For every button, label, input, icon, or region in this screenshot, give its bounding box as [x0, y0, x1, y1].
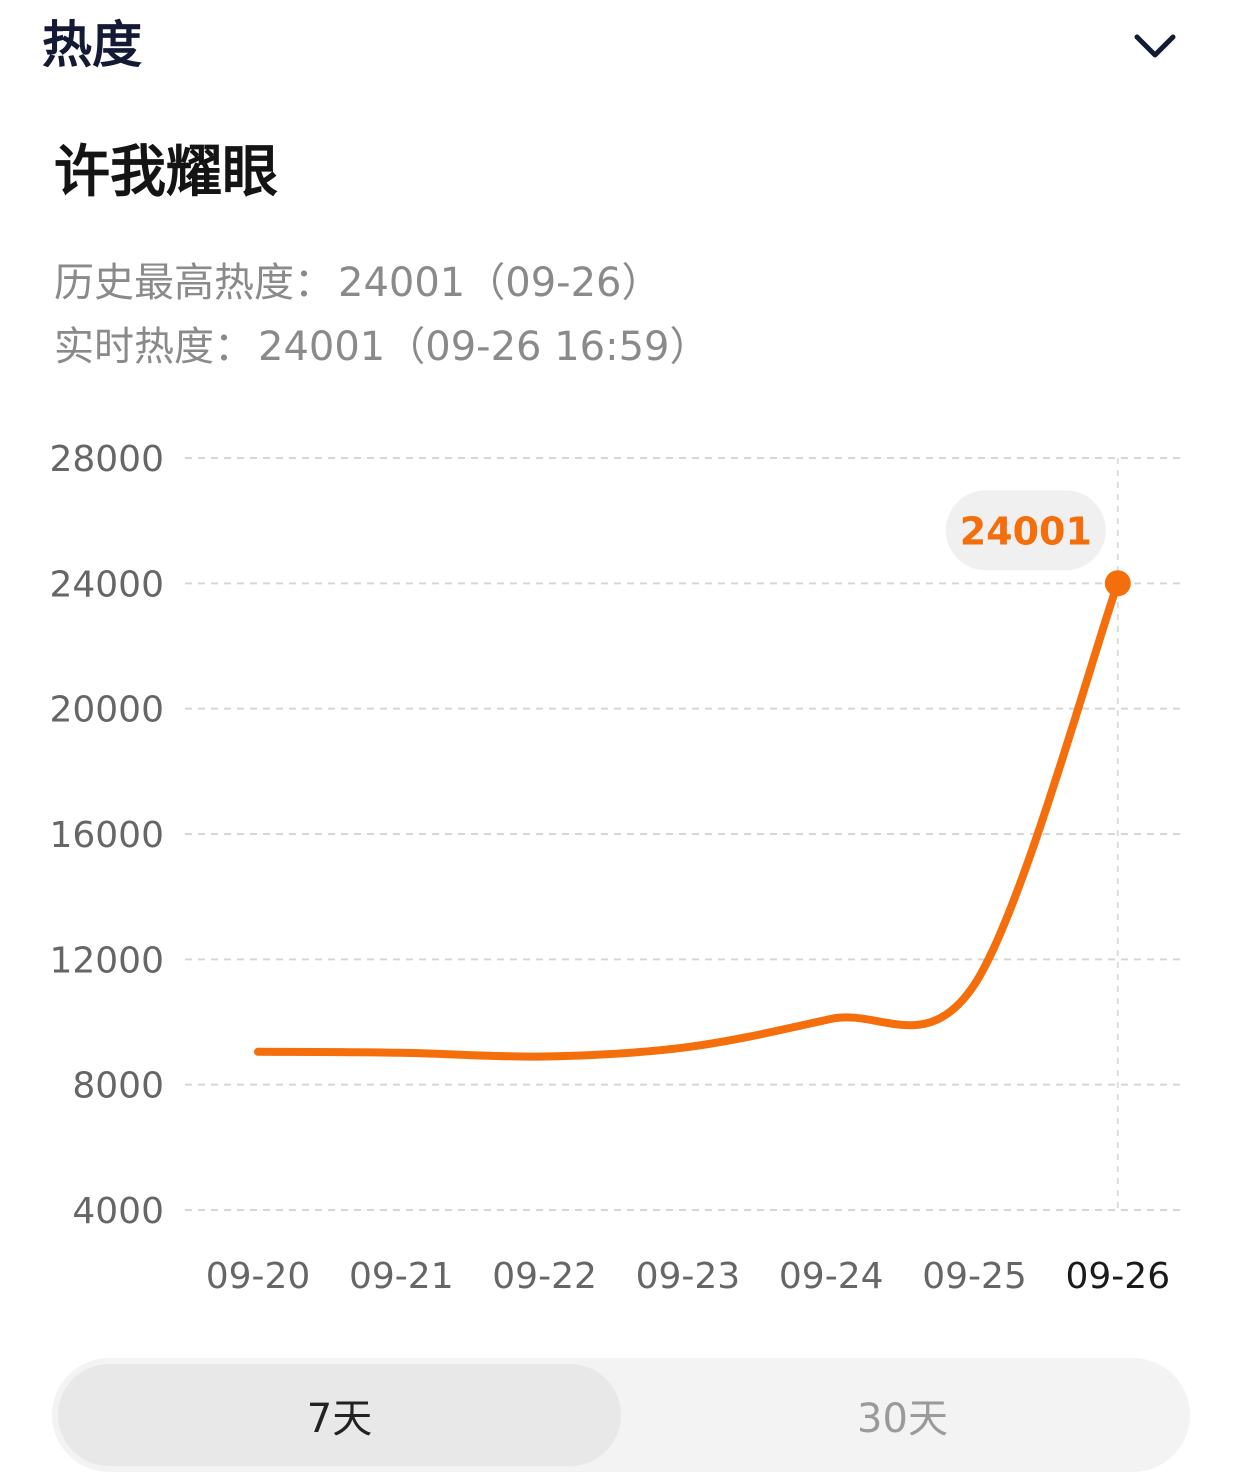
y-tick-label: 8000 — [72, 1066, 164, 1107]
peak-heat-label: 历史最高热度： — [54, 260, 334, 306]
x-tick-label: 09-25 — [922, 1256, 1027, 1297]
x-tick-label: 09-26 — [1065, 1256, 1170, 1297]
heat-trend-chart: 28000 24000 20000 16000 12000 8000 4000 09-20 09… — [49, 439, 1185, 1297]
range-tab-bar: 7天 30天 — [52, 1358, 1190, 1472]
collapse-toggle-button[interactable] — [1130, 24, 1180, 68]
range-tab-30-days[interactable]: 30天 — [857, 1396, 948, 1442]
y-tick-label: 4000 — [72, 1191, 164, 1232]
topic-title: 许我耀眼 — [54, 140, 278, 205]
chevron-down-icon — [1134, 34, 1176, 58]
y-tick-label: 24000 — [49, 564, 164, 605]
y-tick-label: 28000 — [49, 439, 164, 480]
live-heat-stat: 实时热度： 24001（09-26 16:59） — [54, 321, 709, 373]
range-tab-7-days[interactable]: 7天 — [58, 1364, 621, 1466]
x-tick-label: 09-20 — [206, 1256, 311, 1297]
peak-heat-value: 24001（09-26） — [338, 260, 662, 306]
x-tick-label: 09-21 — [349, 1256, 454, 1297]
x-tick-label: 09-24 — [779, 1256, 884, 1297]
section-title: 热度 — [42, 16, 142, 74]
y-tick-label: 12000 — [49, 940, 164, 981]
live-heat-value: 24001（09-26 16:59） — [258, 324, 710, 370]
y-tick-label: 16000 — [49, 815, 164, 856]
series-line — [254, 579, 1122, 1061]
highlight-value-label: 24001 — [960, 509, 1092, 553]
highlight-point — [1104, 570, 1131, 597]
peak-heat-stat: 历史最高热度： 24001（09-26） — [54, 257, 661, 309]
x-tick-label: 09-22 — [492, 1256, 597, 1297]
highlight-label-bubble — [945, 490, 1106, 571]
x-tick-label: 09-23 — [636, 1256, 741, 1297]
live-heat-label: 实时热度： — [54, 324, 254, 370]
y-tick-label: 20000 — [49, 690, 164, 731]
